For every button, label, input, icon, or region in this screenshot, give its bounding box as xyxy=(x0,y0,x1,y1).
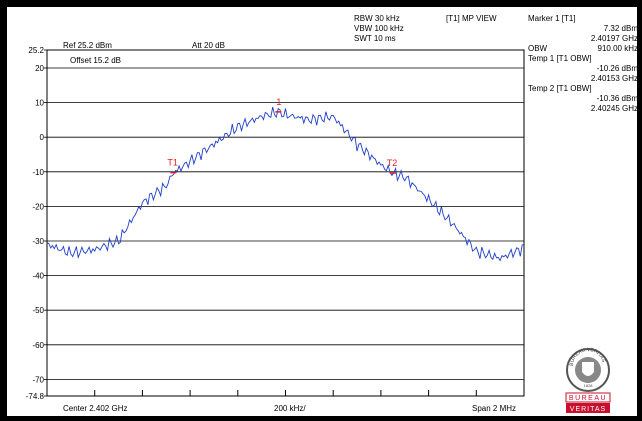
center-frequency-label: Center 2.402 GHz xyxy=(63,404,128,413)
y-tick-label: -50 xyxy=(32,306,44,315)
plot-border xyxy=(46,49,525,397)
marker-info-panel: Marker 1 [T1] 7.32 dBm 2.40197 GHz OBW 9… xyxy=(528,14,638,114)
y-tick-label: -40 xyxy=(32,272,44,281)
marker-label: 1 xyxy=(276,97,281,107)
logo-line2: VERITAS xyxy=(570,406,606,413)
temp2-level: -10.36 dBm xyxy=(596,94,638,103)
spectrum-trace xyxy=(46,106,525,262)
y-tick-label: 10 xyxy=(35,99,44,108)
y-tick-label: 20 xyxy=(35,64,44,73)
span-label: Span 2 MHz xyxy=(472,404,517,413)
temp2-frequency: 2.40245 GHz xyxy=(590,104,638,113)
logo-year: 1828 xyxy=(584,383,594,388)
marker1-title: Marker 1 [T1] xyxy=(528,14,576,23)
view-mode-label: [T1] MP VIEW xyxy=(446,14,497,23)
attenuation-label: Att 20 dB xyxy=(192,41,225,50)
marker-label: T2 xyxy=(387,158,398,168)
rbw-label: RBW 30 kHz xyxy=(354,14,400,23)
marker1-frequency: 2.40197 GHz xyxy=(590,34,638,43)
y-tick-label: -74.8 xyxy=(26,392,45,401)
logo-line1: BUREAU xyxy=(569,395,607,402)
span-per-division-label: 200 kHz/ xyxy=(274,404,306,413)
y-tick-label: -70 xyxy=(32,375,44,384)
temp1-title: Temp 1 [T1 OBW] xyxy=(528,54,592,63)
temp1-level: -10.26 dBm xyxy=(596,64,638,73)
temp1-frequency: 2.40153 GHz xyxy=(590,74,638,83)
obw-value: 910.00 kHz xyxy=(597,44,638,53)
obw-label: OBW xyxy=(528,44,548,53)
y-tick-label: -30 xyxy=(32,237,44,246)
y-tick-label: -10 xyxy=(32,168,44,177)
y-tick-label: -60 xyxy=(32,341,44,350)
y-tick-label: 0 xyxy=(40,133,45,142)
temp2-title: Temp 2 [T1 OBW] xyxy=(528,84,592,93)
marker1-level: 7.32 dBm xyxy=(603,24,638,33)
swt-label: SWT 10 ms xyxy=(354,34,396,43)
bureau-veritas-logo: BUREAU VERITAS 1828 BUREAU VERITAS xyxy=(565,347,611,413)
vbw-label: VBW 100 kHz xyxy=(354,24,404,33)
y-tick-label: 25.2 xyxy=(28,46,44,55)
offset-label: Offset 15.2 dB xyxy=(70,56,121,65)
ref-level-label: Ref 25.2 dBm xyxy=(63,41,112,50)
y-tick-label: -20 xyxy=(32,202,44,211)
marker-label: T1 xyxy=(167,158,178,168)
